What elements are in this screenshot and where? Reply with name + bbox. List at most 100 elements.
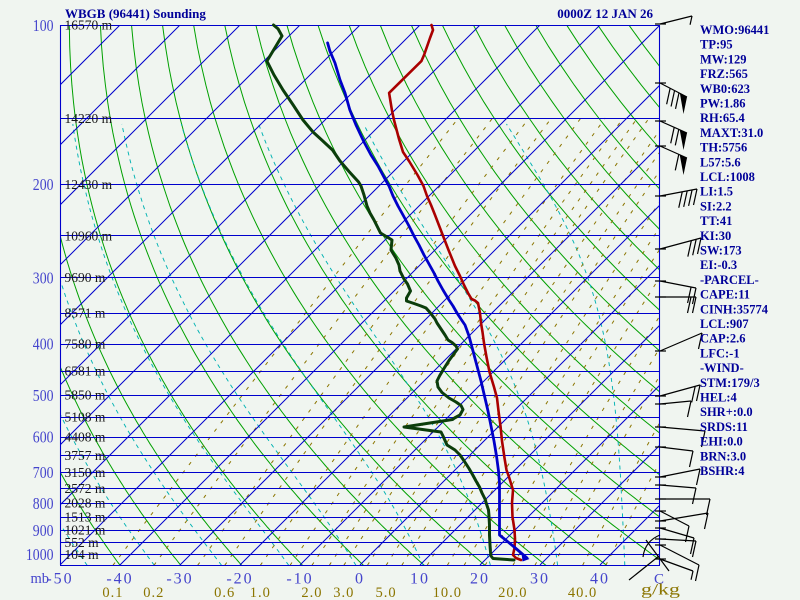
isotherm-line — [479, 384, 660, 565]
plot-frame — [59, 24, 661, 567]
isotherm-line — [119, 25, 660, 565]
barb-staff — [659, 446, 694, 452]
mixing-ratio-line — [582, 421, 660, 565]
moist-adiabat-line — [0, 124, 20, 565]
chart-title: WBGB (96441) Sounding — [65, 6, 206, 21]
isotherm-line — [419, 324, 660, 565]
mixing-ratio-line — [552, 374, 660, 565]
barb-tick — [692, 239, 697, 256]
index-value: LI:1.5 — [700, 185, 733, 199]
moist-adiabat-line — [180, 123, 424, 565]
dry-adiabat-line — [317, 25, 660, 476]
barb-tick — [691, 386, 696, 403]
isotherm-line — [539, 444, 660, 565]
height-label: 3757 m — [65, 448, 106, 463]
index-value: BSHR:4 — [700, 464, 745, 478]
barb-pennant — [679, 129, 687, 150]
barb-tick — [703, 512, 709, 530]
isotherm-line — [60, 25, 241, 206]
isotherm-line — [60, 25, 61, 26]
pressure-tick-label: 500 — [33, 386, 54, 405]
barb-tick — [697, 332, 703, 350]
dry-adiabat-line — [162, 25, 486, 565]
moist-adiabat-line — [60, 277, 222, 565]
mixing-ratio-tick-label: 3.0 — [333, 585, 354, 600]
mixing-ratio-line — [112, 117, 459, 565]
barb-staff — [659, 82, 688, 98]
mixing-ratio-line — [401, 169, 660, 565]
barb-tick — [689, 15, 693, 25]
index-value: PW:1.86 — [700, 97, 745, 111]
pressure-tick-label: 900 — [33, 521, 54, 540]
barb-tick — [683, 190, 688, 207]
mixing-ratio-tick-label: 1.0 — [250, 585, 271, 600]
mixing-ratio-line — [367, 128, 660, 565]
chart-datetime: 0000Z 12 JAN 26 — [557, 6, 653, 21]
height-label: 104 m — [65, 547, 100, 562]
barb-tick — [700, 430, 706, 448]
dry-adiabat-line — [286, 25, 660, 518]
barb-extra-mark — [628, 555, 660, 581]
index-value: TH:5756 — [700, 141, 747, 155]
pressure-tick-label: 700 — [33, 463, 54, 482]
index-value: TT:41 — [700, 214, 732, 228]
barb-staff — [659, 384, 701, 397]
height-label: 2572 m — [65, 481, 106, 496]
wind-barbs — [628, 15, 711, 582]
isotherm-line — [60, 25, 421, 386]
mixing-ratio-line — [224, 117, 552, 565]
barb-extra-mark — [645, 539, 670, 572]
height-label: 7580 m — [65, 336, 106, 351]
isotherm-line — [299, 204, 660, 565]
dry-adiabat-line — [535, 25, 660, 191]
barb-staff — [659, 426, 706, 432]
barb-tick — [670, 127, 675, 144]
barb-tick — [674, 129, 680, 146]
dry-adiabat-line — [193, 25, 547, 565]
dry-adiabat-line — [68, 25, 303, 565]
dry-adiabat-line — [410, 25, 660, 352]
mixing-ratio-tick-label: 2.0 — [301, 585, 322, 600]
barb-pennant — [679, 154, 687, 175]
index-value: SHR+:0.0 — [700, 405, 753, 419]
dry-adiabat-line — [753, 25, 800, 566]
mixing-ratio-tick-label: 40.0 — [568, 585, 597, 600]
dewpoint-curve — [265, 23, 516, 562]
dry-adiabat-line — [60, 232, 243, 565]
barb-tick — [705, 498, 711, 516]
index-value: CAP:2.6 — [700, 332, 745, 346]
index-value: MAXT:31.0 — [700, 126, 763, 140]
index-value: CAPE:11 — [700, 288, 750, 302]
mixing-ratio-line — [289, 117, 606, 565]
index-value: WMO:96441 — [700, 23, 769, 37]
index-value: SI:2.2 — [700, 199, 732, 213]
barb-staff — [659, 558, 694, 572]
barb-pennant — [679, 93, 687, 114]
height-label: 4408 m — [65, 430, 106, 445]
pressure-axis-unit: mb — [30, 571, 49, 587]
index-value: BRN:3.0 — [700, 449, 746, 463]
height-label: 12430 m — [65, 177, 113, 192]
pressure-tick-label: 400 — [33, 335, 54, 354]
temp-tick-label: -10 — [286, 571, 313, 588]
barb-staff — [659, 538, 697, 542]
mixing-ratio-line — [385, 150, 660, 565]
barb-tick — [691, 287, 697, 305]
temp-tick-label: 20 — [470, 571, 490, 588]
background-isopleths — [0, 25, 800, 566]
height-label: 10960 m — [65, 228, 113, 243]
height-label: 8571 m — [65, 306, 106, 321]
index-value: HEL:4 — [700, 391, 738, 405]
barb-tick — [695, 384, 701, 402]
barb-staff — [659, 280, 697, 289]
temp-tick-label: -40 — [106, 571, 133, 588]
barb-tick — [678, 191, 683, 208]
index-value: CINH:35774 — [700, 302, 769, 316]
dry-adiabat-line — [503, 25, 660, 231]
height-label: 1513 m — [65, 510, 106, 525]
barb-staff — [659, 527, 695, 539]
temp-tick-label: 10 — [410, 571, 430, 588]
pressure-tick-label: 1000 — [26, 545, 54, 564]
